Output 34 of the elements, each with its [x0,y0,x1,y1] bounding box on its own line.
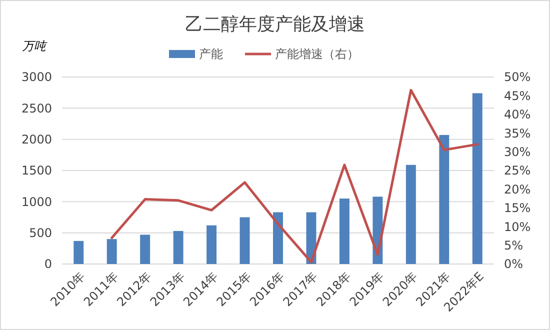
bar [140,234,150,264]
y-axis-title: 万吨 [22,39,48,53]
bar [273,212,283,264]
y-tick-label: 2500 [21,101,52,116]
y2-tick-label: 20% [504,182,531,196]
bar [106,239,117,264]
y2-tick-label: 50% [504,70,531,84]
y2-tick-label: 10% [504,220,531,234]
chart-title: 乙二醇年度产能及增速 [185,14,365,35]
y-tick-label: 1500 [21,164,52,178]
y2-tick-label: 35% [504,126,531,140]
bar [206,225,217,264]
y2-tick-label: 25% [504,164,531,178]
y-tick-label: 2000 [21,132,52,147]
bar [439,134,450,264]
bar [240,217,250,264]
bar [472,93,482,264]
y2-tick-label: 45% [504,88,531,103]
y-tick-label: 0 [44,257,52,272]
legend-label: 产能增速（右） [275,47,359,62]
y2-tick-label: 5% [504,238,524,252]
line-series [110,88,479,264]
y2-tick-label: 40% [504,108,531,122]
y-tick-label: 3000 [21,70,52,84]
y2-tick-label: 30% [504,145,531,159]
y2-tick-label: 15% [504,201,531,216]
bar [173,230,184,264]
y2-tick-label: 0% [504,257,524,272]
bar [406,164,416,264]
bar [74,240,84,264]
legend-label: 产能 [199,47,223,62]
y-tick-label: 500 [29,226,52,240]
bar [339,198,350,264]
y-tick-label: 1000 [21,194,52,209]
